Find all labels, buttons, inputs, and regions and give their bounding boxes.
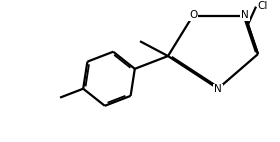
Text: N: N	[241, 10, 249, 20]
Text: O: O	[189, 10, 197, 20]
Text: Cl: Cl	[258, 1, 268, 11]
Text: N: N	[214, 84, 222, 94]
